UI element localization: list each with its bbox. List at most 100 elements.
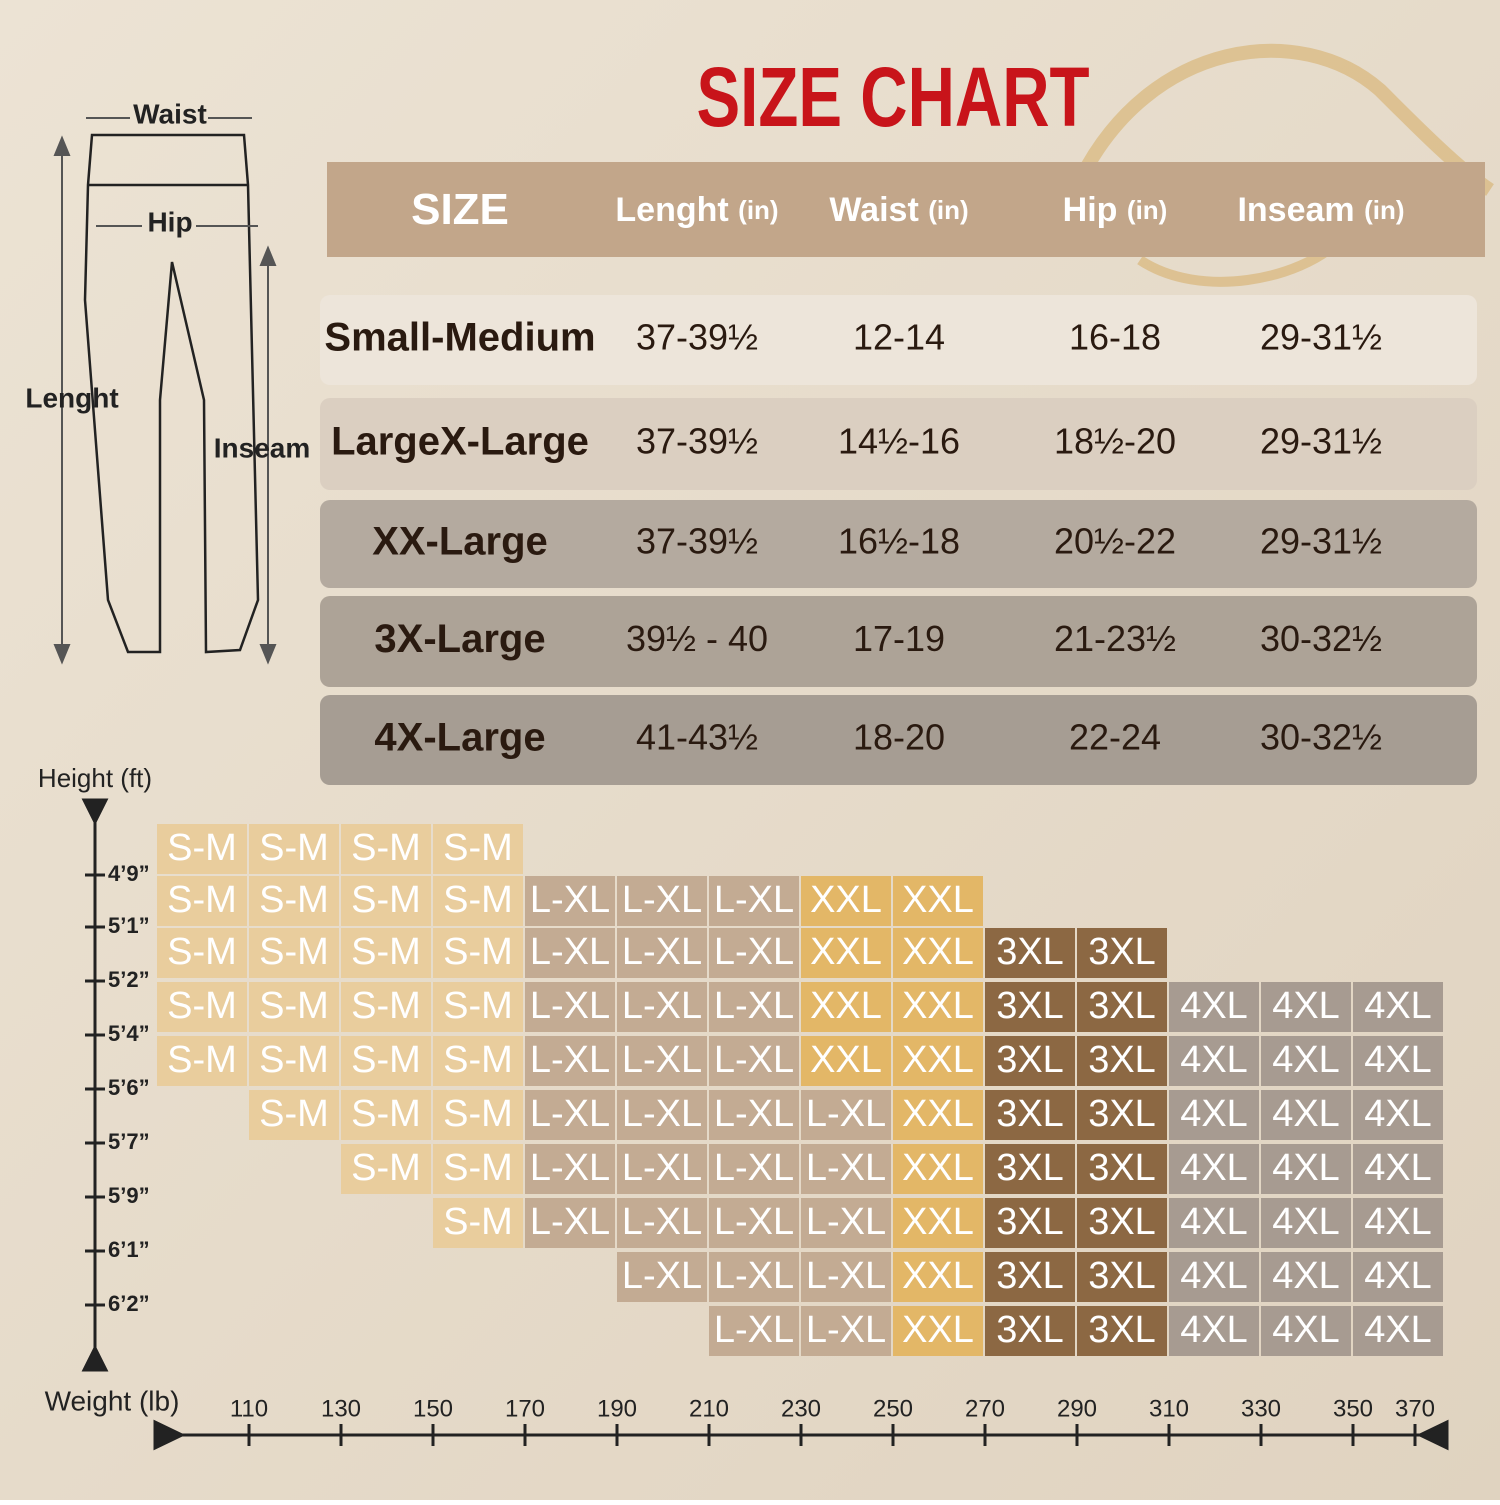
size-cell bbox=[1353, 1036, 1443, 1086]
header-cell: Inseam (in) bbox=[1237, 191, 1404, 229]
size-cell bbox=[525, 1036, 615, 1086]
size-cell bbox=[1353, 1144, 1443, 1194]
size-cell bbox=[617, 982, 707, 1032]
size-cell-label: L-XL bbox=[622, 879, 702, 921]
size-cell-label: L-XL bbox=[530, 931, 610, 973]
size-cell-label: L-XL bbox=[622, 1147, 702, 1189]
size-cell-label: L-XL bbox=[530, 879, 610, 921]
size-cell-label: S-M bbox=[443, 1147, 513, 1189]
size-cell-label: 4XL bbox=[1364, 1201, 1432, 1243]
size-name: 3X-Large bbox=[374, 617, 545, 661]
size-cell bbox=[709, 1252, 799, 1302]
size-cell-label: 3XL bbox=[996, 1093, 1064, 1135]
size-cell-label: XXL bbox=[810, 931, 882, 973]
size-cell bbox=[801, 876, 891, 926]
size-cell bbox=[801, 1036, 891, 1086]
size-cell bbox=[985, 1144, 1075, 1194]
measure-cell: 37-39½ bbox=[636, 317, 758, 358]
diagram-label: Waist bbox=[133, 98, 207, 129]
size-cell-label: S-M bbox=[259, 827, 329, 869]
table-row-bg bbox=[320, 596, 1477, 687]
header-name: SIZE bbox=[411, 185, 509, 234]
axis-label: Height (ft) bbox=[38, 763, 152, 793]
size-cell-label: L-XL bbox=[622, 1039, 702, 1081]
size-cell bbox=[893, 982, 983, 1032]
measure-cell: 30-32½ bbox=[1260, 618, 1382, 659]
size-cell-label: S-M bbox=[351, 985, 421, 1027]
size-cell-label: S-M bbox=[167, 879, 237, 921]
size-cell bbox=[341, 1090, 431, 1140]
size-cell bbox=[249, 982, 339, 1032]
size-cell-label: XXL bbox=[902, 1093, 974, 1135]
size-cell-label: S-M bbox=[351, 879, 421, 921]
size-cell bbox=[341, 928, 431, 978]
size-cell-label: L-XL bbox=[622, 931, 702, 973]
size-name: XX-Large bbox=[372, 520, 548, 564]
size-cell-label: S-M bbox=[443, 827, 513, 869]
header-name: Hip bbox=[1063, 191, 1118, 229]
size-cell bbox=[985, 1090, 1075, 1140]
size-cell-label: L-XL bbox=[714, 985, 794, 1027]
size-cell bbox=[433, 1144, 523, 1194]
weight-tick-label: 290 bbox=[1057, 1395, 1097, 1422]
size-cell bbox=[1261, 1252, 1351, 1302]
weight-tick-label: 250 bbox=[873, 1395, 913, 1422]
size-cell-label: S-M bbox=[167, 827, 237, 869]
size-cell bbox=[249, 1036, 339, 1086]
size-cell-label: 4XL bbox=[1364, 1039, 1432, 1081]
size-cell-label: S-M bbox=[259, 879, 329, 921]
size-cell-label: XXL bbox=[902, 1201, 974, 1243]
size-cell-label: 3XL bbox=[1088, 931, 1156, 973]
size-cell bbox=[985, 1252, 1075, 1302]
size-cell bbox=[341, 824, 431, 874]
size-cell bbox=[801, 1144, 891, 1194]
measure-cell: 37-39½ bbox=[636, 421, 758, 462]
measure-cell: 22-24 bbox=[1069, 717, 1161, 758]
size-cell-label: XXL bbox=[902, 1147, 974, 1189]
size-cell-label: S-M bbox=[259, 1093, 329, 1135]
size-cell-label: L-XL bbox=[714, 931, 794, 973]
size-cell bbox=[341, 1036, 431, 1086]
header-name: Lenght bbox=[615, 191, 728, 229]
size-cell bbox=[1169, 1144, 1259, 1194]
size-cell-label: L-XL bbox=[622, 985, 702, 1027]
size-cell-label: L-XL bbox=[530, 1093, 610, 1135]
size-cell-label: L-XL bbox=[530, 1039, 610, 1081]
size-cell-label: 4XL bbox=[1364, 1309, 1432, 1351]
size-cell bbox=[157, 982, 247, 1032]
weight-tick-label: 330 bbox=[1241, 1395, 1281, 1422]
size-cell bbox=[985, 1306, 1075, 1356]
size-cell-label: 3XL bbox=[1088, 985, 1156, 1027]
size-cell bbox=[249, 928, 339, 978]
size-cell-label: XXL bbox=[902, 1039, 974, 1081]
size-cell bbox=[433, 824, 523, 874]
size-cell bbox=[525, 876, 615, 926]
size-cell bbox=[157, 824, 247, 874]
size-cell bbox=[1353, 1252, 1443, 1302]
size-cell bbox=[709, 1036, 799, 1086]
size-cell bbox=[341, 982, 431, 1032]
measure-cell: 29-31½ bbox=[1260, 521, 1382, 562]
size-cell bbox=[1077, 1090, 1167, 1140]
size-cell bbox=[617, 928, 707, 978]
size-cell-label: 3XL bbox=[996, 1147, 1064, 1189]
size-cell-label: XXL bbox=[902, 985, 974, 1027]
size-cell bbox=[1169, 1252, 1259, 1302]
size-cell-label: XXL bbox=[810, 879, 882, 921]
size-cell-label: 4XL bbox=[1180, 1309, 1248, 1351]
size-cell-label: L-XL bbox=[806, 1255, 886, 1297]
size-cell-label: S-M bbox=[259, 931, 329, 973]
size-cell-label: S-M bbox=[259, 985, 329, 1027]
size-cell bbox=[1169, 1198, 1259, 1248]
weight-tick-label: 130 bbox=[321, 1395, 361, 1422]
size-cell bbox=[893, 1198, 983, 1248]
size-cell bbox=[985, 1198, 1075, 1248]
size-cell-label: S-M bbox=[351, 1147, 421, 1189]
size-cell bbox=[985, 928, 1075, 978]
size-cell bbox=[525, 982, 615, 1032]
size-cell bbox=[341, 876, 431, 926]
size-cell bbox=[1169, 1306, 1259, 1356]
size-cell bbox=[433, 876, 523, 926]
size-cell-label: S-M bbox=[351, 1039, 421, 1081]
table-row-bg bbox=[320, 695, 1477, 785]
